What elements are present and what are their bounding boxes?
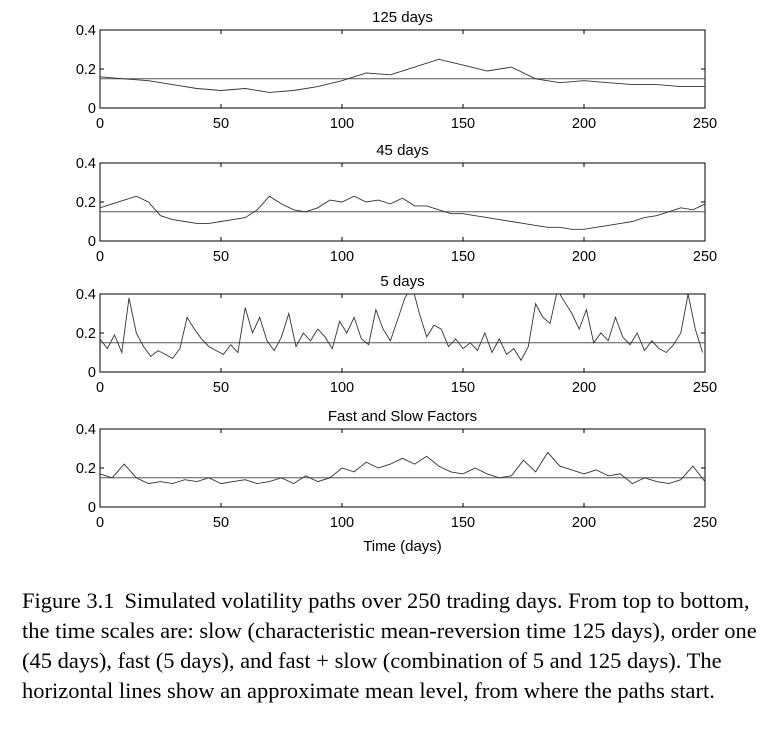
x-tick-label: 200 <box>572 515 596 531</box>
x-tick-label: 100 <box>330 116 354 132</box>
plot-frame <box>99 428 706 508</box>
x-tick-label: 0 <box>96 249 104 265</box>
x-tick-label: 100 <box>330 380 354 396</box>
chart-panel-1: 125 days 0 50 100 150 200 250 0 0.2 0.4 <box>76 9 717 132</box>
x-tick-label: 0 <box>96 116 104 132</box>
figure-caption: Figure 3.1 Simulated volatility paths ove… <box>22 586 770 706</box>
x-tick-label: 250 <box>693 380 717 396</box>
x-tick-label: 150 <box>451 380 475 396</box>
x-axis-label: Time (days) <box>363 538 442 555</box>
y-tick-label: 0 <box>88 101 96 117</box>
volatility-path-line <box>100 195 705 230</box>
x-tick-label: 0 <box>96 515 104 531</box>
x-tick-label: 0 <box>96 380 104 396</box>
x-tick-label: 250 <box>693 249 717 265</box>
y-tick-label: 0.2 <box>76 461 96 477</box>
x-tick-label: 200 <box>572 116 596 132</box>
chart-title: 45 days <box>376 142 429 159</box>
x-tick-label: 100 <box>330 249 354 265</box>
y-tick-label: 0.4 <box>76 287 96 303</box>
y-tick-label: 0.4 <box>76 23 96 39</box>
x-tick-label: 50 <box>213 515 229 531</box>
x-tick-label: 200 <box>572 380 596 396</box>
x-tick-label: 250 <box>693 515 717 531</box>
volatility-path-line <box>100 294 704 362</box>
plot-frame <box>99 29 706 109</box>
chart-panel-4: Fast and Slow Factors 0 50 100 150 200 250 0 0.2… <box>76 408 717 555</box>
y-tick-label: 0.4 <box>76 422 96 438</box>
x-tick-label: 250 <box>693 116 717 132</box>
plot-frame <box>99 162 706 242</box>
y-tick-label: 0 <box>88 234 96 250</box>
y-tick-label: 0.2 <box>76 195 96 211</box>
chart-panel-3: 5 days 0 50 100 150 200 250 0 0.2 0.4 <box>76 273 717 396</box>
y-tick-label: 0.4 <box>76 156 96 172</box>
y-tick-label: 0 <box>88 500 96 516</box>
chart-panel-2: 45 days 0 50 100 150 200 250 0 0.2 0.4 <box>76 142 717 265</box>
x-tick-label: 150 <box>451 515 475 531</box>
x-tick-label: 150 <box>451 249 475 265</box>
x-tick-label: 150 <box>451 116 475 132</box>
volatility-figure: 125 days 0 50 100 150 200 250 0 0.2 0.4 45 days 0 50… <box>76 9 717 555</box>
y-tick-label: 0 <box>88 365 96 381</box>
x-tick-label: 50 <box>213 380 229 396</box>
x-tick-label: 100 <box>330 515 354 531</box>
y-tick-label: 0.2 <box>76 326 96 342</box>
figure-caption-text: Simulated volatility paths over 250 trad… <box>22 588 757 703</box>
chart-title: Fast and Slow Factors <box>328 408 477 425</box>
x-tick-label: 50 <box>213 249 229 265</box>
chart-title: 5 days <box>380 273 424 290</box>
x-tick-label: 200 <box>572 249 596 265</box>
x-tick-label: 50 <box>213 116 229 132</box>
y-tick-label: 0.2 <box>76 62 96 78</box>
chart-title: 125 days <box>372 9 433 26</box>
volatility-path-line <box>100 451 705 485</box>
figure-label: Figure 3.1 <box>22 588 115 613</box>
volatility-path-line <box>100 58 705 93</box>
